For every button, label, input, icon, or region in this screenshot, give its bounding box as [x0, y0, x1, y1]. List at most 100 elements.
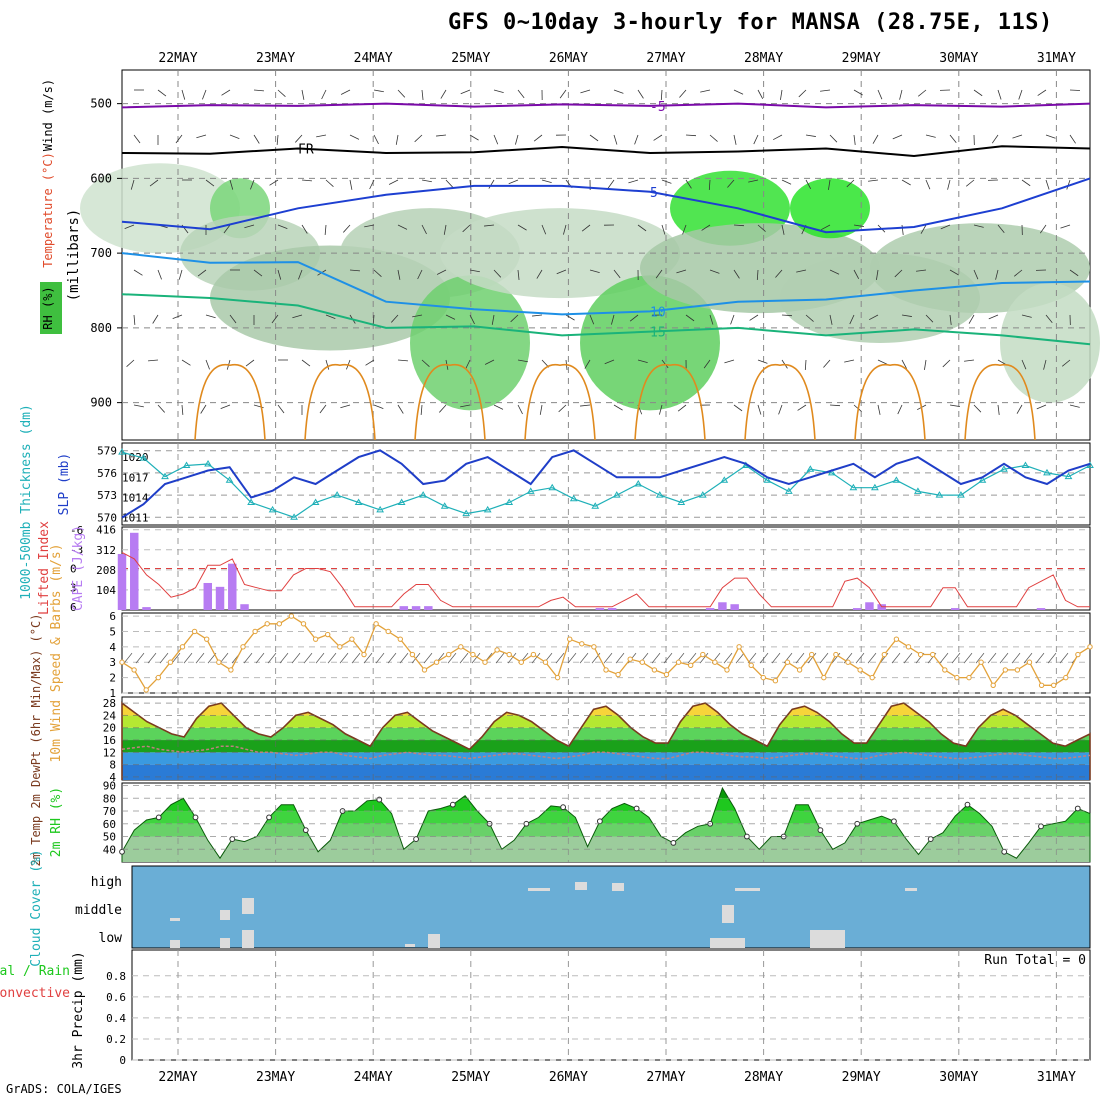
- wind-speed-point-9: [228, 667, 234, 673]
- wind-speed-point-48: [700, 651, 706, 658]
- wind-speed-point-15: [300, 621, 307, 627]
- rh-point-0: [119, 848, 125, 855]
- thickness-point-22: [591, 502, 600, 509]
- precip-legend-total: Total / Rain: [0, 964, 70, 979]
- cape-bar-24: [411, 606, 421, 610]
- cloud-block-14: [905, 888, 917, 891]
- thickness-point-4: [204, 460, 212, 467]
- temp-tick-16: 16: [103, 734, 116, 747]
- rh-tick-90: 90: [103, 780, 116, 793]
- bottom-date-label-6: 28MAY: [744, 1070, 783, 1085]
- temp-tick-28: 28: [103, 697, 116, 710]
- li-line: [121, 552, 1090, 608]
- wind-speed-point-72: [990, 682, 996, 689]
- temp-contour-0: [121, 102, 1091, 109]
- cape-bar-39: [595, 608, 605, 610]
- wind-speed-point-21: [373, 621, 379, 627]
- rh-point-6: [192, 814, 199, 821]
- thickness-point-18: [505, 498, 514, 505]
- ytick-label-p700: 700: [90, 246, 112, 260]
- cape-bar-9: [228, 563, 237, 610]
- wind-tick-5: 5: [109, 625, 116, 638]
- thickness-point-26: [677, 498, 686, 505]
- orange-contour-6: [854, 363, 926, 441]
- li-axis-label: Lifted Index: [37, 521, 52, 615]
- rh-tick-50: 50: [103, 831, 116, 844]
- thickness-tick-573: 573: [97, 489, 117, 502]
- rh-line: [121, 786, 1091, 862]
- temp2m-axis-label: 2m Temp 2m DewPt (6hr Min/Max) (°C): [29, 614, 43, 867]
- cape-bar-60: [852, 608, 862, 610]
- wind-speed-point-66: [917, 651, 924, 658]
- thickness-point-6: [247, 498, 255, 505]
- cape-bar-23: [399, 606, 409, 610]
- wind-speed-point-13: [276, 621, 282, 627]
- cloud-block-6: [428, 934, 440, 948]
- rh-point-42: [633, 805, 640, 812]
- thickness-tick-579: 579: [97, 445, 117, 458]
- cape-axis-label: CAPE (J/kg): [71, 525, 86, 611]
- wind-speed-point-2: [143, 687, 149, 693]
- rh-point-36: [560, 804, 567, 811]
- cloud-block-11: [722, 905, 734, 923]
- top-date-label-4: 26MAY: [549, 51, 588, 66]
- bottom-date-label-8: 30MAY: [939, 1070, 978, 1085]
- wind-speed-point-49: [712, 659, 718, 665]
- thickness-point-42: [1021, 461, 1030, 468]
- precip-legend-convective: Convective: [0, 986, 70, 1001]
- thickness-point-20: [548, 483, 557, 491]
- top-date-label-5: 27MAY: [646, 51, 685, 66]
- wind-speed-point-29: [470, 651, 476, 658]
- thickness-point-16: [462, 509, 471, 517]
- wind-tick-1: 1: [109, 687, 116, 700]
- temp-contour-3: [121, 252, 1091, 316]
- wind-speed-point-58: [821, 674, 827, 681]
- thickness-point-9: [311, 498, 320, 505]
- wind-speed-point-52: [748, 662, 754, 669]
- wind-speed-point-62: [869, 674, 875, 681]
- precip-tick-0.6: 0.6: [106, 991, 126, 1004]
- cape-bar-25: [424, 606, 433, 610]
- thickness-tick-570: 570: [97, 511, 117, 524]
- wind-speed-point-40: [603, 667, 609, 673]
- temp-tick-24: 24: [103, 709, 117, 722]
- rh-point-51: [744, 833, 750, 840]
- wind-speed-point-57: [809, 651, 815, 658]
- thickness-point-30: [763, 476, 772, 483]
- cloud-tick-middle: middle: [75, 903, 122, 918]
- top-date-label-3: 25MAY: [451, 51, 490, 66]
- thickness-point-10: [333, 491, 341, 498]
- rh2m-axis-label: 2m RH (%): [49, 787, 64, 857]
- wind-speed-point-17: [325, 631, 331, 638]
- thickness-point-14: [419, 491, 428, 498]
- bottom-date-label-5: 27MAY: [646, 1070, 685, 1085]
- wind-speed-point-71: [978, 659, 984, 665]
- rh-point-45: [670, 839, 677, 846]
- wind-speed-point-76: [1038, 682, 1045, 689]
- thickness-point-32: [806, 465, 815, 472]
- contour-label-2: 5: [650, 186, 658, 201]
- wind10-frame: [121, 612, 1091, 694]
- wind-speed-point-75: [1026, 659, 1033, 665]
- wind-speed-point-0: [119, 659, 125, 665]
- wind-speed-point-20: [361, 651, 367, 658]
- cloud-block-7: [528, 888, 550, 891]
- wind-tick-6: 6: [109, 610, 116, 623]
- thickness-point-13: [397, 498, 406, 505]
- wind-speed-point-77: [1051, 682, 1057, 689]
- thickness-point-35: [871, 483, 879, 491]
- wind-speed-point-43: [639, 659, 645, 665]
- wind-speed-point-51: [736, 644, 742, 650]
- wind-speed-point-1: [131, 667, 137, 673]
- precip-tick-0.8: 0.8: [106, 970, 126, 983]
- ytick-label-p600: 600: [90, 171, 112, 185]
- rh-point-69: [964, 801, 971, 808]
- cloud-block-0: [170, 940, 180, 948]
- cape-bar-0: [117, 554, 127, 610]
- thickness-point-38: [935, 491, 944, 498]
- wind-speed-point-16: [312, 636, 319, 642]
- cloud-block-1: [220, 938, 230, 948]
- cape-bar-1: [130, 532, 139, 610]
- wind-speed-point-39: [591, 644, 597, 650]
- cape-bar-68: [950, 608, 960, 610]
